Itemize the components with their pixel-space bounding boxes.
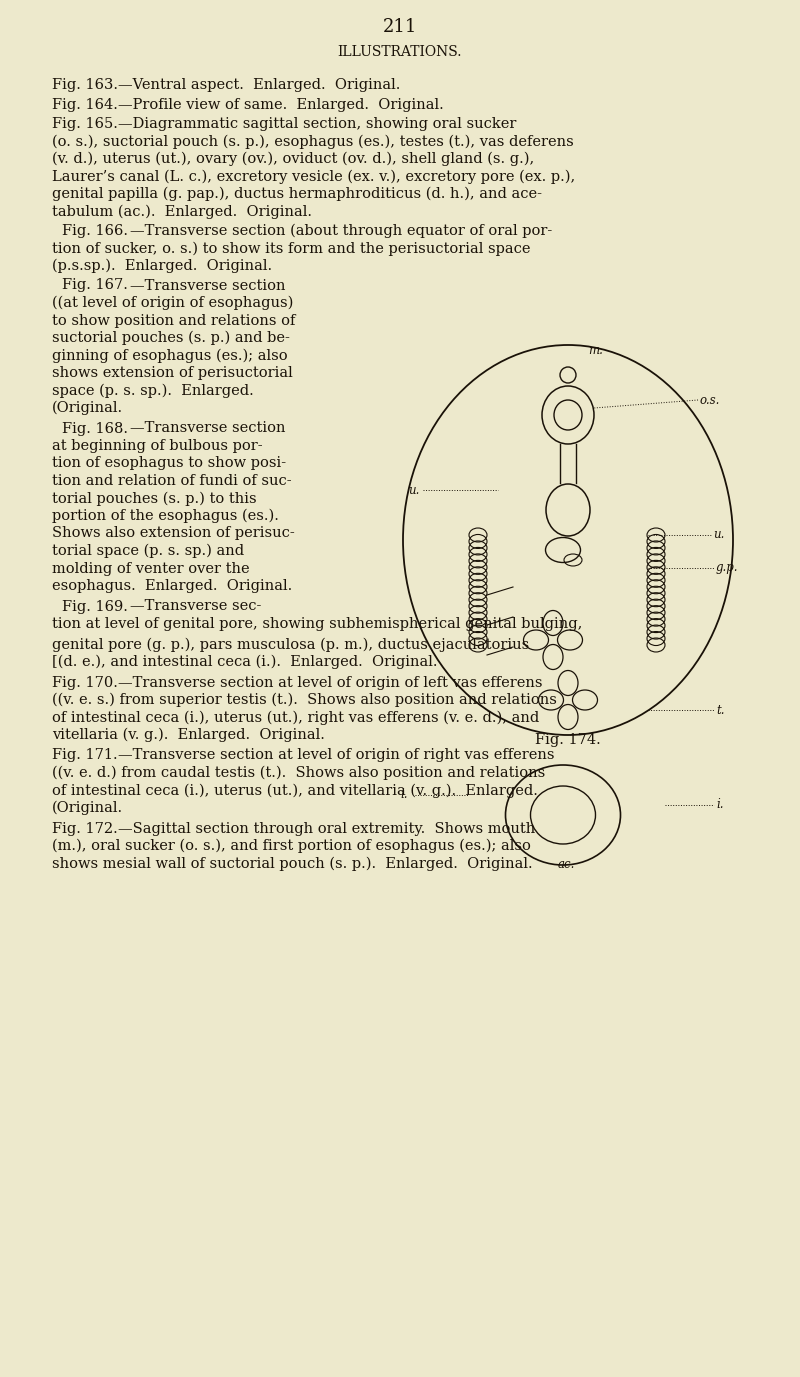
- Text: Fig. 168.: Fig. 168.: [62, 421, 128, 435]
- Text: (o. s.), suctorial pouch (s. p.), esophagus (es.), testes (t.), vas deferens: (o. s.), suctorial pouch (s. p.), esopha…: [52, 135, 574, 149]
- Text: t.: t.: [716, 704, 725, 716]
- Text: tion of esophagus to show posi-: tion of esophagus to show posi-: [52, 457, 286, 471]
- Text: —Transverse section: —Transverse section: [130, 421, 286, 435]
- Text: Shows also extension of perisuc-: Shows also extension of perisuc-: [52, 526, 294, 541]
- Text: Fig. 171.: Fig. 171.: [52, 749, 118, 763]
- Text: ((v. e. s.) from superior testis (t.).  Shows also position and relations: ((v. e. s.) from superior testis (t.). S…: [52, 693, 557, 708]
- Text: —Transverse section (about through equator of oral por-: —Transverse section (about through equat…: [130, 224, 552, 238]
- Text: molding of venter over the: molding of venter over the: [52, 562, 250, 576]
- Text: torial space (p. s. sp.) and: torial space (p. s. sp.) and: [52, 544, 244, 559]
- Text: (p.s.sp.).  Enlarged.  Original.: (p.s.sp.). Enlarged. Original.: [52, 259, 272, 274]
- Text: —Diagrammatic sagittal section, showing oral sucker: —Diagrammatic sagittal section, showing …: [118, 117, 516, 131]
- Text: i.: i.: [716, 799, 723, 811]
- Text: Fig. 174.: Fig. 174.: [535, 733, 601, 746]
- Text: u.: u.: [713, 529, 724, 541]
- Text: of intestinal ceca (i.), uterus (ut.), and vitellaria (v. g.).  Enlarged.: of intestinal ceca (i.), uterus (ut.), a…: [52, 784, 538, 797]
- Text: tion and relation of fundi of suc-: tion and relation of fundi of suc-: [52, 474, 292, 487]
- Text: space (p. s. sp.).  Enlarged.: space (p. s. sp.). Enlarged.: [52, 384, 254, 398]
- Text: —Transverse sec-: —Transverse sec-: [130, 599, 262, 614]
- Text: esophagus.  Enlarged.  Original.: esophagus. Enlarged. Original.: [52, 578, 292, 593]
- Text: tabulum (ac.).  Enlarged.  Original.: tabulum (ac.). Enlarged. Original.: [52, 205, 312, 219]
- Text: m.: m.: [588, 344, 603, 357]
- Text: (v. d.), uterus (ut.), ovary (ov.), oviduct (ov. d.), shell gland (s. g.),: (v. d.), uterus (ut.), ovary (ov.), ovid…: [52, 151, 534, 167]
- Text: o.s.: o.s.: [700, 394, 720, 406]
- Text: Fig. 169.: Fig. 169.: [62, 599, 128, 614]
- Text: g.p.: g.p.: [716, 562, 738, 574]
- Text: Fig. 165.: Fig. 165.: [52, 117, 118, 131]
- Text: Fig. 172.: Fig. 172.: [52, 822, 118, 836]
- Text: —Transverse section at level of origin of right vas efferens: —Transverse section at level of origin o…: [118, 749, 554, 763]
- Text: tion at level of genital pore, showing subhemispherical genital bulging,: tion at level of genital pore, showing s…: [52, 617, 582, 631]
- Text: tion of sucker, o. s.) to show its form and the perisuctorial space: tion of sucker, o. s.) to show its form …: [52, 241, 530, 256]
- Text: Fig. 164.: Fig. 164.: [52, 98, 118, 112]
- Text: shows extension of perisuctorial: shows extension of perisuctorial: [52, 366, 293, 380]
- Text: suctorial pouches (s. p.) and be-: suctorial pouches (s. p.) and be-: [52, 330, 290, 346]
- Text: (m.), oral sucker (o. s.), and first portion of esophagus (es.); also: (m.), oral sucker (o. s.), and first por…: [52, 839, 531, 854]
- Text: ((v. e. d.) from caudal testis (t.).  Shows also position and relations: ((v. e. d.) from caudal testis (t.). Sho…: [52, 766, 546, 781]
- Text: Fig. 163.: Fig. 163.: [52, 78, 118, 92]
- Text: u.: u.: [408, 483, 419, 497]
- Text: shows mesial wall of suctorial pouch (s. p.).  Enlarged.  Original.: shows mesial wall of suctorial pouch (s.…: [52, 856, 533, 870]
- Text: 211: 211: [383, 18, 417, 36]
- Text: —Transverse section at level of origin of left vas efferens: —Transverse section at level of origin o…: [118, 676, 542, 690]
- Text: (Original.: (Original.: [52, 801, 123, 815]
- Text: torial pouches (s. p.) to this: torial pouches (s. p.) to this: [52, 492, 257, 505]
- Text: [(d. e.), and intestinal ceca (i.).  Enlarged.  Original.: [(d. e.), and intestinal ceca (i.). Enla…: [52, 655, 438, 669]
- Text: Fig. 167.: Fig. 167.: [62, 278, 128, 292]
- Text: genital pore (g. p.), pars musculosa (p. m.), ductus ejaculatorius: genital pore (g. p.), pars musculosa (p.…: [52, 638, 530, 651]
- Text: at beginning of bulbous por-: at beginning of bulbous por-: [52, 439, 262, 453]
- Text: —Profile view of same.  Enlarged.  Original.: —Profile view of same. Enlarged. Origina…: [118, 98, 444, 112]
- Text: ((at level of origin of esophagus): ((at level of origin of esophagus): [52, 296, 294, 310]
- Text: to show position and relations of: to show position and relations of: [52, 314, 295, 328]
- Text: portion of the esophagus (es.).: portion of the esophagus (es.).: [52, 509, 279, 523]
- Text: —Ventral aspect.  Enlarged.  Original.: —Ventral aspect. Enlarged. Original.: [118, 78, 400, 92]
- Text: —Transverse section: —Transverse section: [130, 278, 286, 292]
- Text: —Sagittal section through oral extremity.  Shows mouth: —Sagittal section through oral extremity…: [118, 822, 535, 836]
- Text: ac.: ac.: [558, 858, 575, 872]
- Text: ginning of esophagus (es.); also: ginning of esophagus (es.); also: [52, 348, 288, 364]
- Text: genital papilla (g. pap.), ductus hermaphroditicus (d. h.), and ace-: genital papilla (g. pap.), ductus hermap…: [52, 187, 542, 201]
- Text: vitellaria (v. g.).  Enlarged.  Original.: vitellaria (v. g.). Enlarged. Original.: [52, 728, 325, 742]
- Text: Fig. 170.: Fig. 170.: [52, 676, 118, 690]
- Text: (Original.: (Original.: [52, 401, 123, 416]
- Text: i.: i.: [400, 789, 407, 801]
- Text: of intestinal ceca (i.), uterus (ut.), right vas efferens (v. e. d.), and: of intestinal ceca (i.), uterus (ut.), r…: [52, 711, 539, 724]
- Text: ILLUSTRATIONS.: ILLUSTRATIONS.: [338, 45, 462, 59]
- Text: Laurer’s canal (L. c.), excretory vesicle (ex. v.), excretory pore (ex. p.),: Laurer’s canal (L. c.), excretory vesicl…: [52, 169, 575, 185]
- Text: Fig. 166.: Fig. 166.: [62, 224, 128, 238]
